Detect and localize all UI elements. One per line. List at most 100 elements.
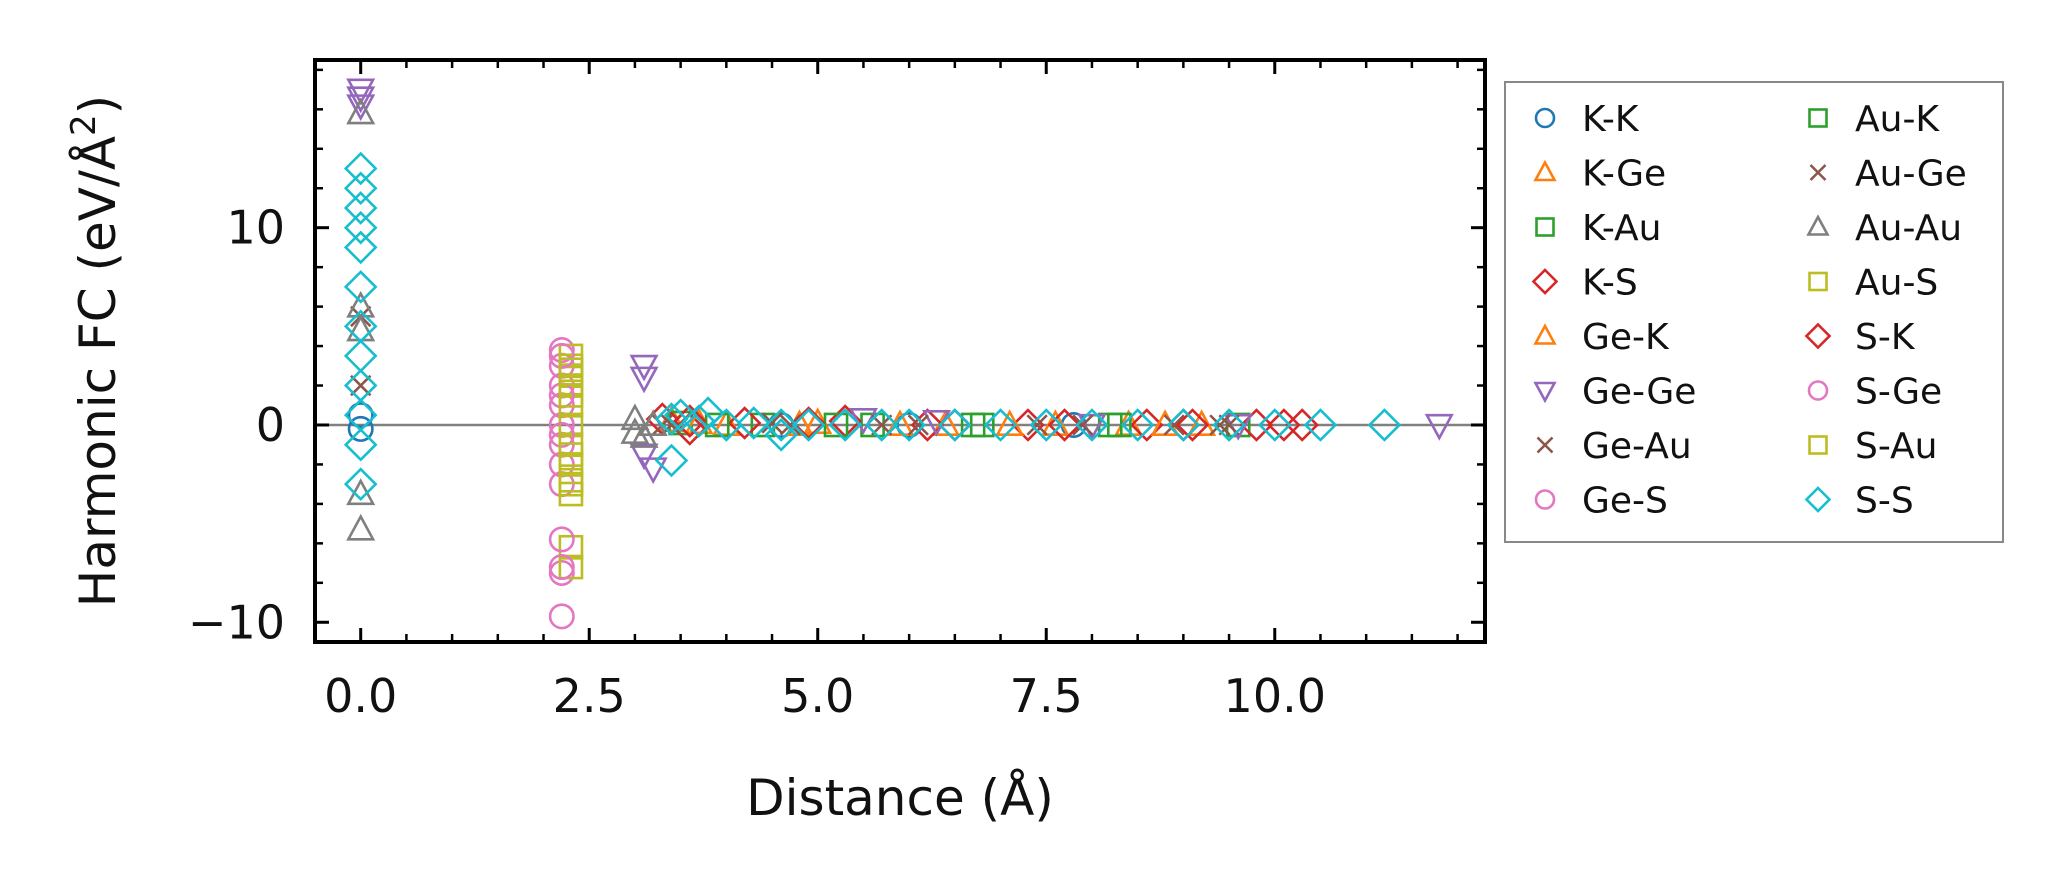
data-point <box>709 408 744 442</box>
data-point <box>1209 414 1231 436</box>
legend-label: K-S <box>1582 263 1638 304</box>
data-point <box>548 526 575 553</box>
legend-label: S-K <box>1855 317 1916 358</box>
data-point <box>1212 408 1246 442</box>
data-point <box>346 78 376 106</box>
legend-entry: Au-Ge <box>1809 154 1967 195</box>
data-point <box>629 366 659 394</box>
data-point <box>938 408 972 442</box>
data-point <box>343 151 378 186</box>
data-point <box>347 402 374 429</box>
legend-label: K-Ge <box>1582 154 1666 195</box>
data-point <box>1040 409 1070 437</box>
data-point <box>558 481 584 507</box>
data-point <box>346 97 376 125</box>
data-point <box>343 191 378 225</box>
x-tick-label: 5.0 <box>781 669 854 723</box>
data-point <box>548 559 575 586</box>
data-point <box>995 409 1025 437</box>
legend-marker <box>1531 268 1559 295</box>
data-point <box>691 396 725 430</box>
data-point <box>1026 414 1048 436</box>
data-point <box>654 402 689 436</box>
series-S-Au <box>558 357 584 493</box>
y-tick-label: 0 <box>256 398 285 452</box>
legend: K-K K-Ge K-Au K-S Ge-K Ge-Ge Ge-Au Ge-S Au-K Au-G… <box>1504 81 2004 543</box>
legend-marker <box>1808 271 1828 292</box>
data-point <box>791 406 826 440</box>
legend-entry: Au-S <box>1808 263 1938 304</box>
legend-label: K-Au <box>1582 208 1661 249</box>
legend-entry: Ge-Ge <box>1533 372 1696 413</box>
legend-entry: Ge-K <box>1533 317 1670 358</box>
data-point <box>1218 414 1240 436</box>
data-point <box>343 339 378 373</box>
data-point <box>761 412 783 434</box>
y-tick-label: −10 <box>188 595 285 649</box>
x-tick-label: 2.5 <box>553 669 626 723</box>
data-point <box>791 408 826 442</box>
series-S-Ge <box>548 342 575 581</box>
data-point <box>1075 408 1109 442</box>
data-point <box>682 404 716 438</box>
plot-frame <box>313 58 1487 644</box>
legend-marker <box>1534 489 1556 510</box>
data-point <box>548 342 575 369</box>
data-point <box>343 230 378 265</box>
legend-marker <box>1533 323 1557 345</box>
data-point <box>1072 414 1094 436</box>
legend-entry: Au-Au <box>1806 208 1962 249</box>
legend-label: Au-S <box>1855 263 1938 304</box>
data-point <box>620 403 650 431</box>
data-point <box>346 86 376 114</box>
legend-entry: S-S <box>1804 481 1914 522</box>
data-point <box>736 406 771 440</box>
data-point <box>1267 408 1301 442</box>
x-tick-label: 7.5 <box>1010 669 1083 723</box>
legend-label: Ge-S <box>1582 481 1668 522</box>
legend-entry: K-Ge <box>1533 154 1666 195</box>
data-point <box>828 408 862 442</box>
legend-entry: K-K <box>1534 99 1640 140</box>
legend-label: K-K <box>1582 99 1640 140</box>
data-point <box>1163 414 1185 436</box>
data-point <box>1257 408 1292 442</box>
data-point <box>548 421 575 448</box>
data-point <box>663 398 698 432</box>
legend-entry: K-S <box>1531 263 1638 304</box>
legend-marker <box>1536 436 1554 454</box>
legend-marker <box>1804 322 1832 350</box>
data-point <box>871 414 893 436</box>
data-point <box>548 603 575 630</box>
legend-entry: Au-K <box>1808 99 1940 140</box>
data-point <box>347 415 374 442</box>
data-point <box>346 94 376 122</box>
x-tick-label: 0.0 <box>324 669 397 723</box>
legend-entry: Ge-Au <box>1536 426 1692 467</box>
data-point <box>558 442 584 467</box>
y-tick-label: 10 <box>226 201 285 255</box>
legend-marker <box>1808 108 1828 128</box>
data-point <box>1175 408 1210 442</box>
legend-marker <box>1533 381 1557 404</box>
data-point <box>1303 408 1338 442</box>
legend-entry: K-Au <box>1535 208 1661 249</box>
legend-entry: S-Au <box>1808 426 1938 467</box>
legend-marker <box>1807 380 1829 401</box>
data-point <box>907 414 929 436</box>
data-point <box>343 467 378 501</box>
x-axis-label: Distance (Å) <box>746 769 1054 827</box>
data-point <box>558 357 584 383</box>
data-point <box>1166 408 1201 442</box>
legend-label: Ge-Au <box>1582 426 1692 467</box>
legend-entry: S-Ge <box>1807 372 1942 413</box>
x-tick-label: 10.0 <box>1224 669 1326 723</box>
series-Ge-Au <box>350 305 1231 436</box>
legend-label: S-Ge <box>1855 372 1942 413</box>
data-point <box>343 171 378 206</box>
data-point <box>864 408 899 442</box>
data-point <box>638 457 668 485</box>
legend-label: S-S <box>1855 481 1914 522</box>
data-point <box>892 408 926 442</box>
